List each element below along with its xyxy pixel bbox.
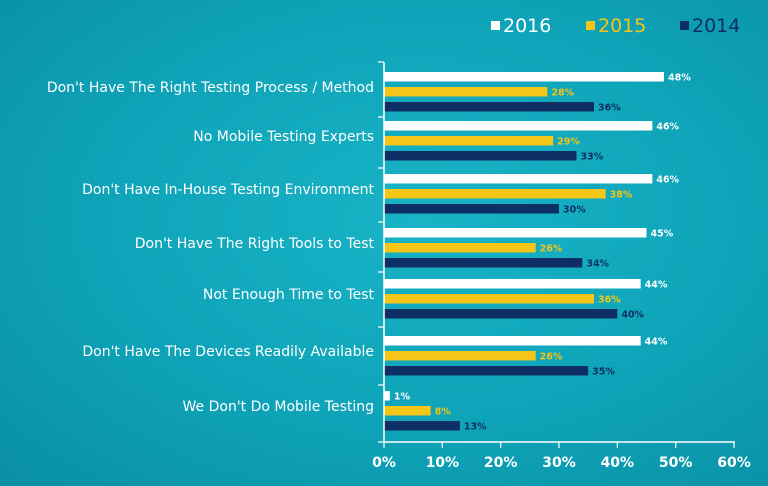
data-label-2014: 34%	[586, 259, 609, 270]
x-tick-label: 60%	[717, 455, 751, 471]
legend-label-2016: 2016	[503, 15, 551, 37]
category-label: Don't Have The Devices Readily Available	[82, 344, 374, 360]
data-label-2015: 36%	[598, 295, 621, 306]
bar-2015	[384, 243, 536, 253]
data-label-2016: 1%	[394, 392, 411, 403]
x-tick-label: 50%	[659, 455, 693, 471]
bar-2014	[384, 151, 577, 161]
bar-2014	[384, 204, 559, 214]
category-label: We Don't Do Mobile Testing	[183, 399, 374, 415]
data-label-2014: 30%	[563, 205, 586, 216]
bar-2015	[384, 294, 594, 304]
legend-swatch-2016	[491, 21, 500, 30]
data-label-2015: 38%	[610, 190, 633, 201]
bar-2016	[384, 336, 641, 346]
data-label-2016: 48%	[668, 73, 691, 84]
axes: 0% 10% 20% 30% 40% 50% 60%	[372, 61, 751, 471]
legend-label-2014: 2014	[692, 15, 740, 37]
bar-2015	[384, 406, 431, 416]
data-label-2014: 35%	[592, 367, 615, 378]
category-label: Don't Have In-House Testing Environment	[82, 182, 374, 198]
bar-2016	[384, 391, 390, 401]
data-label-2014: 36%	[598, 103, 621, 114]
data-label-2014: 40%	[621, 310, 644, 321]
bar-2015	[384, 189, 606, 199]
x-tick-label: 40%	[601, 455, 635, 471]
category-label: Don't Have The Right Tools to Test	[135, 236, 375, 252]
data-label-2016: 46%	[656, 122, 679, 133]
legend-label-2015: 2015	[598, 15, 646, 37]
data-label-2014: 13%	[464, 422, 487, 433]
bar-2014	[384, 421, 460, 431]
data-label-2016: 44%	[645, 337, 668, 348]
category-labels: Don't Have The Right Testing Process / M…	[47, 80, 375, 415]
data-label-2015: 8%	[435, 407, 452, 418]
x-tick-label: 20%	[484, 455, 518, 471]
x-tick-label: 30%	[542, 455, 576, 471]
legend-swatch-2015	[586, 21, 595, 30]
data-label-2014: 33%	[581, 152, 604, 163]
data-label-2016: 44%	[645, 280, 668, 291]
data-label-2016: 45%	[651, 229, 674, 240]
legend: 2016 2015 2014	[491, 15, 740, 37]
data-label-2015: 26%	[540, 244, 563, 255]
bar-2014	[384, 258, 583, 268]
data-label-2015: 29%	[557, 137, 580, 148]
x-tick-label: 10%	[426, 455, 460, 471]
category-label: No Mobile Testing Experts	[193, 129, 374, 145]
bar-2014	[384, 102, 594, 112]
category-label: Don't Have The Right Testing Process / M…	[47, 80, 374, 96]
data-label-2015: 28%	[551, 88, 574, 99]
bar-2015	[384, 351, 536, 361]
category-label: Not Enough Time to Test	[203, 287, 375, 303]
bar-2014	[384, 309, 618, 319]
bar-2016	[384, 228, 647, 238]
bar-2016	[384, 279, 641, 289]
legend-swatch-2014	[680, 21, 689, 30]
x-tick-label: 0%	[372, 455, 396, 471]
bar-2016	[384, 121, 653, 131]
bar-2015	[384, 87, 548, 97]
bar-2015	[384, 136, 554, 146]
bar-2016	[384, 72, 664, 82]
bars: 48% 46% 46% 45% 44% 44% 1% 28% 29% 38% 26% 36% 26% 8%…	[384, 72, 691, 433]
data-label-2016: 46%	[656, 175, 679, 186]
bar-2016	[384, 174, 653, 184]
bar-2014	[384, 366, 589, 376]
data-label-2015: 26%	[540, 352, 563, 363]
